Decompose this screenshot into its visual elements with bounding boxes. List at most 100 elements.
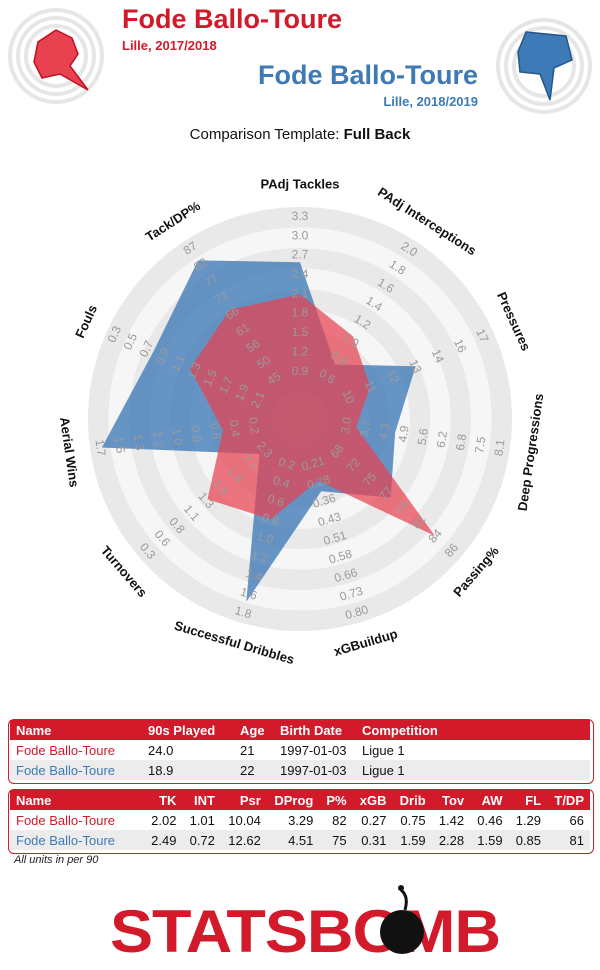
tick-label: 12 — [384, 367, 402, 385]
tick-label: 1.3 — [184, 360, 204, 381]
table-row: Fode Ballo-Toure 2.49 0.72 12.62 4.51 75… — [10, 830, 590, 850]
tick-label: 3.7 — [357, 419, 373, 438]
stats-header-aw: AW — [470, 790, 509, 810]
tick-label: 0.8 — [188, 425, 204, 444]
stats-cell: 1.59 — [392, 830, 432, 850]
tick-label: 2.7 — [292, 248, 309, 262]
stats-cell-name: Fode Ballo-Toure — [10, 830, 144, 850]
tick-label: 4.3 — [376, 422, 392, 441]
tick-label: 10 — [339, 388, 357, 406]
tick-label: 2.1 — [292, 286, 309, 300]
radar-chart: 0.9 1.2 1.5 1.8 2.1 2.4 2.7 3.0 3.3 PAdj Tackles 0… — [57, 176, 546, 667]
stats-cell: 0.27 — [352, 810, 393, 830]
stats-header-dprog: DProg — [266, 790, 320, 810]
comparison-template: Comparison Template: Full Back — [0, 126, 600, 143]
tick-label: 4.9 — [395, 424, 411, 443]
tick-label: 11 — [362, 378, 380, 395]
statsbomb-logo: STATSBOMB — [110, 885, 501, 962]
info-cell-name: Fode Ballo-Toure — [10, 740, 142, 760]
tick-label: 0.9 — [152, 345, 172, 366]
tick-label: 1.5 — [112, 436, 128, 455]
tick-label: 1.5 — [200, 367, 220, 388]
info-cell-age: 21 — [234, 740, 274, 760]
stats-cell: 1.42 — [431, 810, 471, 830]
stats-cell: 1.29 — [508, 810, 548, 830]
stats-cell: 66 — [547, 810, 590, 830]
stats-cell: 12.62 — [220, 830, 267, 850]
stats-cell: 2.49 — [144, 830, 183, 850]
axis-label: Aerial Wins — [57, 416, 82, 488]
stats-header-fl: FL — [508, 790, 548, 810]
info-header-90s: 90s Played — [142, 720, 234, 740]
tick-label: 0.3 — [105, 323, 125, 344]
tick-label: 1.9 — [232, 382, 252, 403]
tick-label: 17 — [473, 327, 491, 345]
stats-cell: 1.59 — [470, 830, 509, 850]
tick-label: 1.0 — [255, 529, 275, 547]
info-cell-birth: 1997-01-03 — [274, 760, 356, 780]
tick-label: 1.3 — [131, 433, 147, 452]
tick-label: 0.51 — [322, 528, 349, 548]
player1-season: Lille, 2017/2018 — [122, 38, 217, 53]
stats-cell: 3.29 — [266, 810, 320, 830]
tick-label: 0.4 — [227, 419, 243, 438]
tick-label: 2.4 — [292, 267, 309, 281]
tick-label: 0.80 — [344, 602, 371, 622]
stats-table-header: Name TK INT Psr DProg P% xGB Drib Tov AW… — [10, 790, 590, 810]
player2-name: Fode Ballo-Toure — [258, 60, 478, 90]
info-table-header: Name 90s Played Age Birth Date Competiti… — [10, 720, 590, 740]
info-table-frame — [8, 719, 594, 784]
tick-label: 0.2 — [277, 455, 297, 473]
stats-cell: 75 — [319, 830, 353, 850]
tick-label: 6.8 — [453, 433, 469, 452]
axis-label: Fouls — [72, 302, 100, 340]
tick-label: 0.4 — [271, 473, 291, 491]
tick-label: 0.73 — [338, 584, 365, 604]
stats-cell: 2.02 — [144, 810, 183, 830]
stats-header-pass: P% — [319, 790, 353, 810]
tick-label: 1.7 — [92, 438, 108, 457]
table-row: Fode Ballo-Toure 18.9 22 1997-01-03 Ligu… — [10, 760, 590, 780]
tick-label: 1.2 — [250, 548, 270, 566]
tick-label: 0.6 — [266, 492, 286, 510]
tick-label: 7.5 — [472, 435, 488, 454]
stats-cell: 82 — [319, 810, 353, 830]
tick-label: 1.6 — [239, 585, 259, 603]
tick-label: 1.2 — [150, 430, 166, 449]
tick-label: 16 — [451, 337, 469, 355]
player1-name: Fode Ballo-Toure — [122, 4, 342, 34]
stats-cell: 0.85 — [508, 830, 548, 850]
info-cell-competition: Ligue 1 — [356, 740, 590, 760]
tick-label: 0.6 — [208, 422, 224, 441]
stats-header-tov: Tov — [431, 790, 471, 810]
stats-header-xgb: xGB — [352, 790, 393, 810]
player2-badge-icon — [496, 18, 592, 114]
stats-header-name: Name — [10, 790, 144, 810]
tick-label: 8.1 — [491, 438, 507, 457]
tick-label: 14 — [429, 347, 447, 365]
stats-header-int: INT — [182, 790, 221, 810]
tick-label: 6.2 — [434, 430, 450, 449]
table-row: Fode Ballo-Toure 24.0 21 1997-01-03 Ligu… — [10, 740, 590, 760]
player2-season: Lille, 2018/2019 — [383, 94, 478, 109]
info-cell-competition: Ligue 1 — [356, 760, 590, 780]
tick-label: 0.7 — [136, 338, 156, 359]
template-prefix: Comparison Template: — [189, 126, 344, 143]
stats-table: Name TK INT Psr DProg P% xGB Drib Tov AW… — [10, 790, 590, 850]
stats-cell: 0.31 — [352, 830, 393, 850]
axis-label: Pressures — [494, 290, 534, 353]
stats-cell: 10.04 — [220, 810, 267, 830]
radar-ring — [88, 207, 512, 631]
info-cell-age: 22 — [234, 760, 274, 780]
info-cell-90s: 18.9 — [142, 760, 234, 780]
player1-badge-icon — [8, 8, 104, 104]
tick-label: 13 — [406, 357, 424, 375]
stats-header-tk: TK — [144, 790, 183, 810]
tick-label: 0.28 — [305, 472, 332, 492]
info-header-name: Name — [10, 720, 142, 740]
tick-label: 0.8 — [261, 510, 281, 528]
tick-label: 0.58 — [327, 547, 354, 567]
tick-label: 3.0 — [292, 228, 309, 242]
stats-cell: 0.72 — [182, 830, 221, 850]
logo-text: STATSBOMB — [110, 898, 500, 962]
